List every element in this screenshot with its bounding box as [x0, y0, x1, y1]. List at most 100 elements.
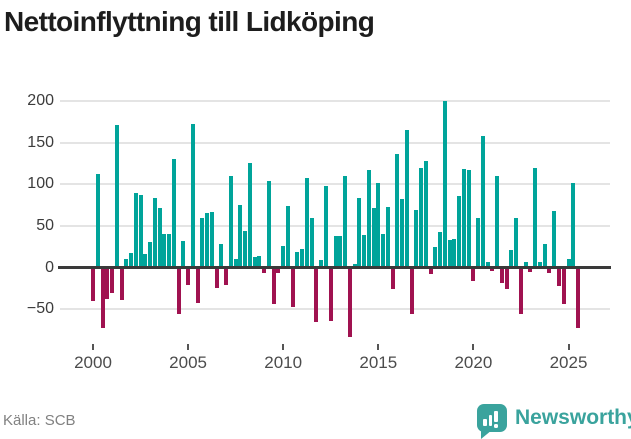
bar	[576, 267, 580, 328]
bar	[338, 236, 343, 268]
gridline	[60, 308, 610, 311]
bar	[343, 175, 347, 268]
bar	[490, 267, 495, 272]
x-axis-label: 2000	[74, 353, 112, 372]
bar	[119, 267, 124, 301]
x-axis-label: 2020	[454, 353, 493, 372]
bar	[209, 211, 214, 268]
bar	[309, 217, 314, 268]
newsworthy-wordmark: Newsworthy	[515, 406, 631, 429]
bar	[133, 193, 138, 268]
y-axis-label: 50	[36, 217, 54, 234]
gridline	[60, 99, 610, 102]
bar	[452, 239, 457, 268]
bar	[214, 267, 219, 288]
bar	[461, 169, 466, 268]
bar	[143, 253, 148, 268]
y-axis-label: −50	[26, 300, 54, 318]
x-tick-mark	[377, 344, 380, 350]
bar	[471, 267, 476, 282]
x-tick-mark	[187, 344, 190, 350]
bar	[571, 182, 576, 268]
bar	[518, 267, 523, 314]
zero-axis-line	[58, 266, 611, 270]
bar	[95, 174, 100, 268]
bar	[480, 135, 485, 268]
bar	[167, 234, 172, 268]
bar	[419, 168, 424, 268]
y-axis-label: 100	[27, 175, 54, 193]
bar	[219, 244, 224, 268]
bar	[162, 234, 167, 268]
x-tick-mark	[92, 344, 94, 350]
bar	[290, 267, 295, 307]
logo-exclamation-dot-icon	[494, 424, 498, 428]
bar	[495, 175, 500, 268]
bar	[542, 244, 547, 268]
bar	[276, 267, 281, 273]
bar	[110, 267, 115, 293]
bar	[124, 258, 129, 268]
bar	[433, 246, 438, 268]
bar	[247, 162, 252, 268]
bar	[266, 180, 271, 268]
bar	[428, 267, 433, 275]
bar	[138, 195, 143, 268]
bar	[257, 256, 262, 268]
bar	[566, 259, 571, 268]
bar	[281, 246, 286, 268]
newsworthy-logo: Newsworthy	[477, 404, 631, 439]
bar	[333, 236, 338, 268]
bar	[457, 195, 462, 268]
x-tick-mark	[567, 344, 570, 350]
bar	[152, 197, 157, 268]
bar	[100, 267, 105, 328]
bar	[295, 251, 300, 268]
bar	[504, 267, 509, 289]
bar	[181, 241, 186, 268]
bar-chart-speech-bubble-icon	[477, 404, 507, 432]
bar	[176, 267, 181, 314]
bar	[148, 241, 153, 268]
bar	[300, 249, 305, 268]
bar	[552, 210, 557, 268]
bar	[243, 231, 248, 268]
bar	[561, 267, 566, 304]
x-axis-label: 2015	[359, 353, 398, 372]
bar	[476, 217, 481, 268]
y-axis-label: 150	[27, 133, 54, 151]
bar	[271, 267, 276, 304]
logo-exclamation-icon	[494, 411, 498, 422]
bar	[499, 267, 504, 283]
plot-area	[58, 85, 611, 347]
bar	[514, 217, 519, 268]
bar	[528, 267, 533, 272]
bar	[157, 207, 162, 268]
gridline	[60, 225, 610, 227]
bar	[252, 256, 257, 268]
bar	[195, 267, 200, 303]
bar	[485, 261, 490, 268]
bar	[523, 261, 528, 268]
bar	[224, 267, 229, 286]
bar	[91, 267, 95, 302]
bar	[414, 210, 419, 268]
bar	[466, 170, 471, 268]
bar	[347, 267, 352, 337]
bar	[371, 208, 376, 268]
x-tick-mark	[282, 344, 285, 350]
bar	[319, 260, 324, 268]
chart-title: Nettoinflyttning till Lidköping	[4, 6, 375, 37]
bar	[400, 199, 405, 268]
bar	[385, 206, 390, 268]
bar	[352, 264, 357, 268]
bar	[376, 183, 381, 268]
bar	[171, 159, 176, 268]
source-note: Källa: SCB	[3, 412, 76, 429]
bar	[233, 258, 238, 268]
bar	[285, 205, 290, 268]
bar	[314, 267, 319, 322]
gridline	[60, 183, 610, 186]
x-axis-label: 2010	[264, 353, 303, 372]
